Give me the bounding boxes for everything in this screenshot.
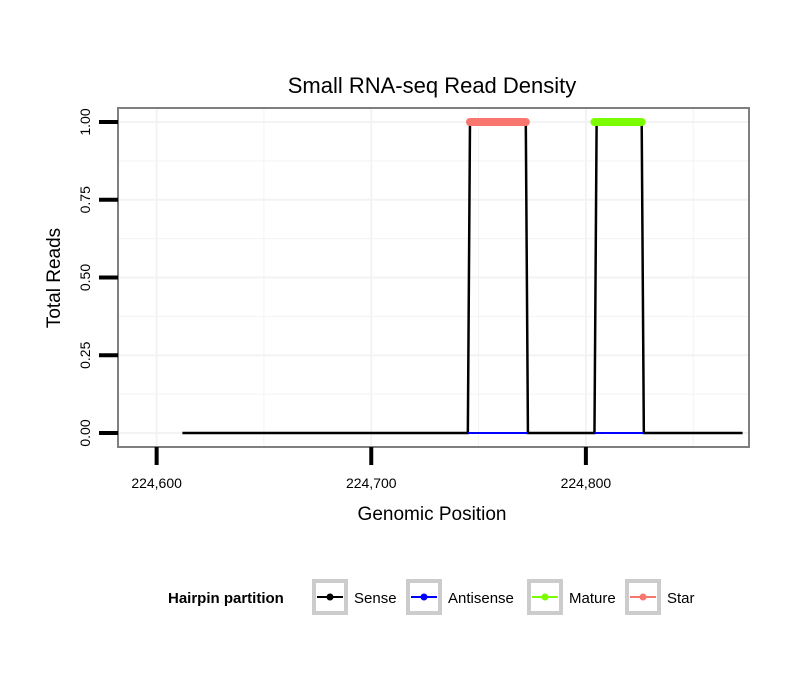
legend-dot-mature [541, 593, 549, 601]
legend-title: Hairpin partition [168, 590, 284, 607]
y-axis: 0.00 0.25 0.50 0.75 1.00 [77, 108, 118, 447]
legend-dot-star [639, 593, 647, 601]
y-axis-title: Total Reads [44, 228, 65, 328]
legend-label-star: Star [667, 590, 695, 607]
series [182, 117, 743, 435]
y-tick-label: 0.00 [77, 419, 93, 446]
x-tick-label: 224,800 [561, 475, 612, 491]
legend-dot-sense [326, 593, 334, 601]
x-tick-label: 224,700 [346, 475, 397, 491]
legend-label-mature: Mature [569, 590, 616, 607]
y-tick-label: 0.25 [77, 341, 93, 368]
y-tick-label: 0.50 [77, 264, 93, 291]
x-tick-label: 224,600 [131, 475, 182, 491]
chart-title: Small RNA-seq Read Density [288, 73, 577, 98]
legend: Hairpin partition Sense Antisense Mature St… [168, 579, 695, 615]
legend-dot-antisense [420, 593, 428, 601]
legend-label-sense: Sense [354, 590, 397, 607]
y-tick-label: 1.00 [77, 108, 93, 135]
x-axis-title: Genomic Position [358, 504, 507, 525]
x-axis: 224,600 224,700 224,800 [131, 447, 611, 491]
y-tick-label: 0.75 [77, 186, 93, 213]
legend-label-antisense: Antisense [448, 590, 514, 607]
series-sense-line [182, 120, 743, 435]
